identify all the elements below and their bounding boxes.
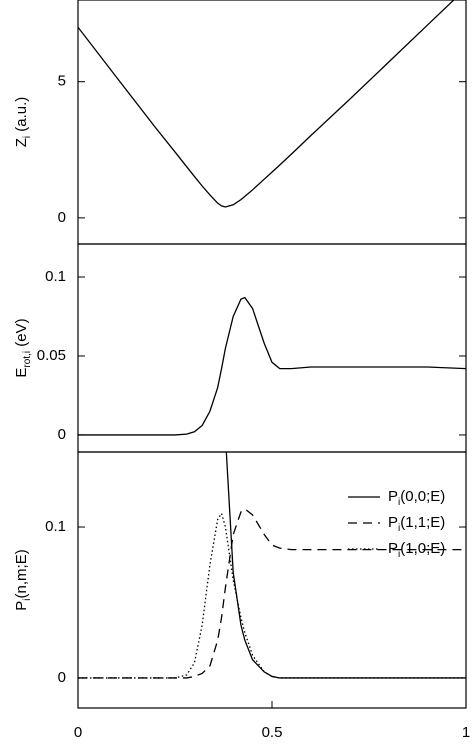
y-tick-label: 0 [58, 669, 66, 686]
y-axis-label: Erot,i (eV) [13, 318, 33, 377]
y-tick-label: 0.1 [45, 268, 66, 285]
y-tick-label: 0.1 [45, 518, 66, 535]
series-line [78, 0, 455, 208]
y-axis-label-part: (n,m;E) [13, 549, 30, 598]
y-axis-label-part: i [22, 598, 33, 600]
y-axis-label-part: E [13, 368, 30, 378]
y-axis-label-part: (a.u.) [13, 97, 30, 136]
y-axis-label: Zi (a.u.) [13, 97, 33, 148]
y-axis-label-part: i [22, 136, 33, 138]
series-line [78, 511, 466, 679]
x-tick-label: 0 [74, 724, 82, 741]
legend-label-part: i [398, 523, 400, 534]
y-axis-label-part: P [13, 601, 30, 611]
y-axis-label-part: Z [13, 138, 30, 147]
legend-label: Pi(0,0;E) [388, 488, 445, 508]
series-line [78, 508, 466, 679]
legend-label-part: (0,0;E) [400, 488, 445, 505]
y-axis-label-part: rot,i [22, 351, 33, 368]
legend-label-part: (1,0;E) [400, 540, 445, 557]
y-axis-label: Pi(n,m;E) [13, 549, 33, 610]
legend-label: Pi(1,1;E) [388, 514, 445, 534]
plot-frame [77, 0, 467, 245]
y-axis-label-part: (eV) [13, 318, 30, 351]
legend-label-part: P [388, 540, 398, 557]
plot-frame [77, 451, 467, 709]
x-tick-label: 0.5 [262, 724, 283, 741]
y-tick-label: 0 [58, 209, 66, 226]
legend-label: Pi(1,0;E) [388, 540, 445, 560]
legend-label-part: (1,1;E) [400, 514, 445, 531]
legend-label-part: P [388, 514, 398, 531]
plot-frame [77, 243, 467, 453]
legend-label-part: i [398, 497, 400, 508]
legend-label-part: i [398, 549, 400, 560]
y-tick-label: 0.05 [37, 347, 66, 364]
legend-label-part: P [388, 488, 398, 505]
y-tick-label: 0 [58, 426, 66, 443]
series-line [78, 296, 466, 436]
y-tick-label: 5 [58, 73, 66, 90]
x-tick-label: 1 [462, 724, 470, 741]
